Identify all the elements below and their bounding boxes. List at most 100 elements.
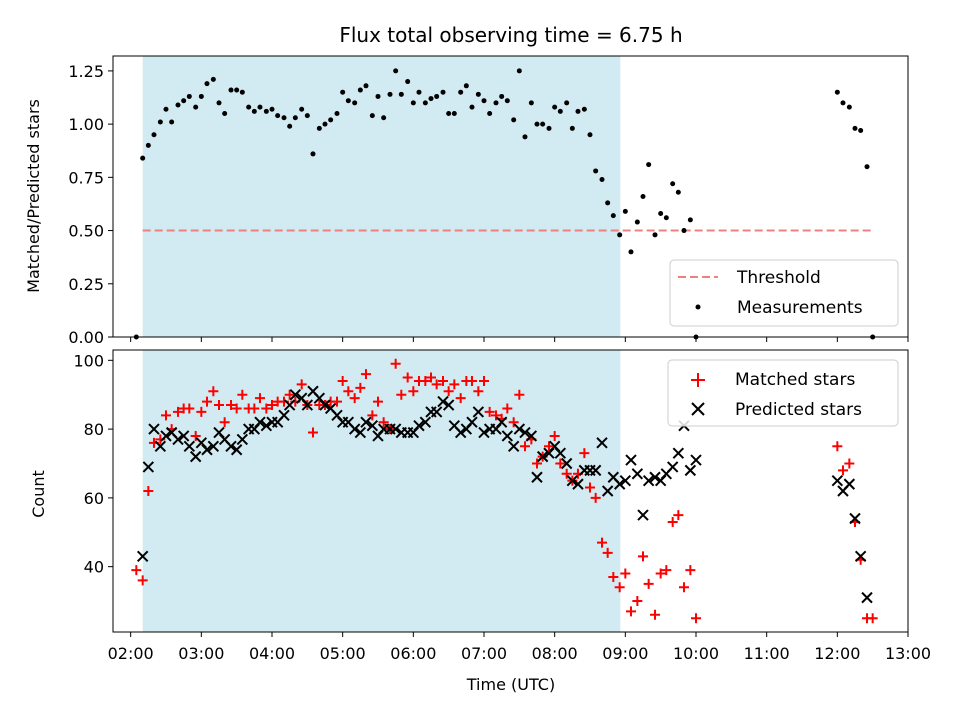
- legend-measurements-label: Measurements: [737, 298, 863, 318]
- legend-matched-label: Matched stars: [735, 370, 855, 390]
- matched-star-point: [337, 375, 348, 386]
- matched-star-point: [307, 427, 318, 438]
- measurement-point: [175, 102, 181, 108]
- matched-star-point: [555, 458, 566, 469]
- measurement-point: [228, 87, 234, 93]
- measurement-point: [440, 89, 446, 95]
- measurement-point: [269, 106, 275, 112]
- measurement-point: [552, 104, 558, 110]
- measurement-point: [428, 96, 434, 102]
- predicted-star-point: [849, 512, 861, 525]
- measurement-point: [186, 93, 192, 99]
- predicted-star-point: [189, 450, 202, 463]
- measurement-point: [322, 121, 328, 127]
- matched-star-point: [426, 372, 436, 383]
- predicted-star-point: [619, 474, 632, 487]
- predicted-star-point: [649, 471, 661, 483]
- matched-star-point: [484, 406, 495, 417]
- predicted-star-point: [278, 409, 290, 422]
- predicted-star-point: [589, 464, 602, 477]
- predicted-star-point: [366, 419, 379, 432]
- matched-star-point: [597, 537, 608, 548]
- x-tick-label: 04:00: [249, 644, 295, 663]
- measurement-point: [357, 87, 363, 93]
- measurement-point: [546, 125, 552, 131]
- matched-star-point: [579, 448, 590, 459]
- predicted-star-point: [419, 416, 432, 428]
- predicted-star-point: [554, 447, 567, 459]
- matched-star-point: [655, 568, 666, 579]
- predicted-star-point: [413, 419, 425, 432]
- measurement-point: [234, 87, 240, 93]
- measurement-point: [257, 104, 263, 110]
- x-tick-label: 09:00: [602, 644, 648, 663]
- matched-star-point: [643, 578, 654, 589]
- measurement-point: [451, 110, 457, 116]
- measurement-point: [310, 151, 316, 157]
- matched-star-point: [408, 386, 419, 397]
- matched-star-point: [184, 403, 195, 414]
- measurement-point: [587, 132, 593, 138]
- measurement-point: [410, 100, 416, 106]
- y-tick-label: 80: [84, 420, 104, 439]
- matched-star-point: [219, 417, 230, 428]
- matched-star-point: [196, 406, 207, 417]
- matched-star-point: [143, 486, 154, 496]
- measurement-point: [564, 100, 570, 106]
- matched-star-point: [237, 389, 248, 400]
- predicted-star-point: [531, 471, 543, 483]
- measurement-point: [675, 189, 681, 195]
- matched-star-point: [561, 468, 572, 479]
- measurement-point: [640, 194, 646, 199]
- measurement-point: [246, 104, 252, 110]
- matched-star-point: [837, 465, 848, 476]
- measurement-point: [458, 89, 464, 95]
- matched-star-point: [661, 565, 672, 576]
- predicted-star-point: [360, 416, 372, 428]
- measurement-point: [569, 125, 575, 131]
- measurement-point: [375, 93, 381, 99]
- legend-predicted-label: Predicted stars: [735, 400, 862, 420]
- measurement-point: [163, 106, 169, 112]
- predicted-star-point: [854, 550, 867, 563]
- measurement-point: [369, 113, 375, 119]
- measurement-point: [263, 108, 269, 114]
- legend-box: [667, 359, 899, 427]
- matched-star-point: [214, 400, 224, 411]
- x-tick-label: 08:00: [532, 644, 578, 663]
- x-tick-label: 13:00: [885, 644, 931, 663]
- matched-star-point: [502, 403, 513, 414]
- measurement-point: [387, 91, 393, 97]
- predicted-star-point: [230, 444, 243, 456]
- measurement-point: [210, 76, 216, 82]
- measurement-point: [499, 93, 505, 99]
- measurement-point: [658, 211, 664, 217]
- bottom-axes-frame: [112, 349, 909, 633]
- predicted-star-point: [536, 450, 549, 463]
- measurement-point: [328, 117, 334, 123]
- predicted-star-point: [260, 419, 273, 432]
- predicted-star-point: [437, 395, 449, 408]
- y-axis-label-bottom: Count: [29, 470, 48, 518]
- predicted-star-point: [283, 399, 296, 411]
- predicted-star-point: [525, 430, 538, 442]
- matched-star-point: [402, 372, 413, 383]
- predicted-star-point: [225, 440, 237, 453]
- predicted-star-point: [861, 591, 873, 604]
- measurement-point: [652, 232, 658, 238]
- predicted-star-point: [519, 426, 531, 439]
- x-tick-label: 06:00: [390, 644, 436, 663]
- x-tick-label: 12:00: [814, 644, 860, 663]
- matched-star-point: [396, 389, 407, 400]
- matched-star-point: [201, 396, 212, 407]
- matched-star-point: [431, 379, 442, 390]
- predicted-star-point: [501, 430, 514, 442]
- measurement-point: [581, 106, 587, 112]
- matched-star-point: [438, 375, 449, 386]
- y-tick-label: 0.50: [68, 222, 104, 241]
- predicted-star-point: [254, 416, 266, 428]
- matched-star-point: [378, 417, 389, 428]
- predicted-star-point: [625, 454, 637, 466]
- matched-star-point: [390, 358, 401, 369]
